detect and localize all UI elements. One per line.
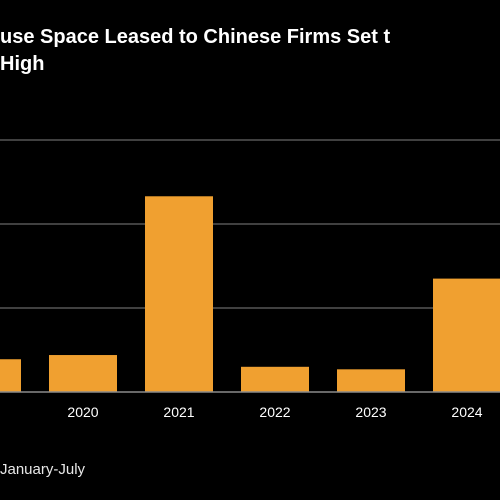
x-tick-label-2023: 2023 xyxy=(355,404,386,420)
chart-title-line-1: use Space Leased to Chinese Firms Set t xyxy=(0,26,391,48)
x-tick-label-2024: 2024 xyxy=(451,404,482,420)
x-tick-label-2022: 2022 xyxy=(259,404,290,420)
bar-2023 xyxy=(337,369,405,392)
bar-2021 xyxy=(145,196,213,392)
chart-note: January-July xyxy=(0,461,86,478)
bar-2020 xyxy=(49,355,117,392)
bar-2022 xyxy=(241,366,309,392)
bar-2024 xyxy=(433,278,500,392)
chart-title-line-2: High xyxy=(0,53,45,75)
bar-9 xyxy=(0,359,21,392)
chart-title: use Space Leased to Chinese Firms Set t … xyxy=(0,24,500,78)
x-tick-label-2021: 2021 xyxy=(163,404,194,420)
x-tick-label-2020: 2020 xyxy=(67,404,98,420)
